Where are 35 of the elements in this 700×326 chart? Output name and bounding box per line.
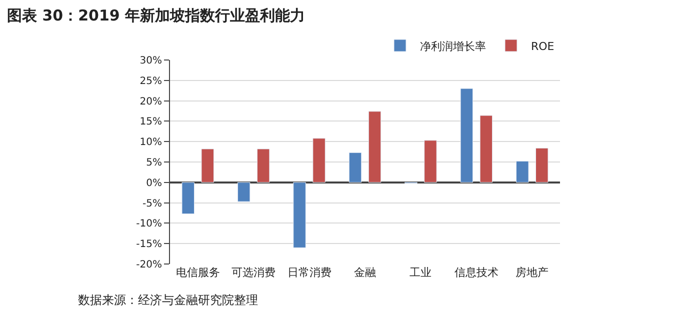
y-tick-label: 20%: [140, 96, 162, 108]
bar: [237, 182, 250, 202]
bar: [256, 148, 270, 183]
y-tick-label: -10%: [136, 218, 162, 230]
source-note: 数据来源：经济与金融研究院整理: [78, 293, 258, 307]
y-tick-label: 30%: [140, 56, 162, 66]
x-tick-label: 房地产: [516, 266, 549, 279]
bar: [293, 182, 306, 248]
y-tick-label: -15%: [136, 239, 162, 250]
bar: [368, 111, 382, 183]
y-tick-label: 10%: [140, 137, 162, 148]
bar: [516, 160, 529, 183]
legend-label: 净利润增长率: [420, 40, 486, 53]
chart-title: 图表 30：2019 年新加坡指数行业盈利能力: [7, 6, 306, 24]
x-tick-label: 金融: [354, 266, 376, 279]
bar: [460, 88, 474, 183]
y-tick-label: -20%: [136, 260, 162, 270]
x-tick-label: 日常消费: [287, 266, 332, 279]
bar: [201, 148, 214, 183]
bar: [536, 148, 548, 183]
y-tick-label: 0%: [146, 178, 162, 189]
bar: [424, 140, 437, 183]
y-tick-label: 5%: [146, 158, 162, 168]
x-tick-label: 可选消费: [232, 266, 276, 279]
y-tick-label: -5%: [142, 198, 162, 210]
legend-label: ROE: [531, 40, 554, 53]
y-tick-label: 25%: [140, 76, 162, 87]
y-tick-label: 15%: [140, 116, 162, 128]
bar: [182, 182, 194, 214]
x-tick-label: 工业: [410, 266, 432, 279]
bar: [312, 138, 326, 183]
x-tick-label: 信息技术: [454, 266, 498, 279]
bar: [480, 115, 493, 183]
x-tick-label: 电信服务: [176, 266, 220, 279]
bar: [348, 152, 362, 183]
